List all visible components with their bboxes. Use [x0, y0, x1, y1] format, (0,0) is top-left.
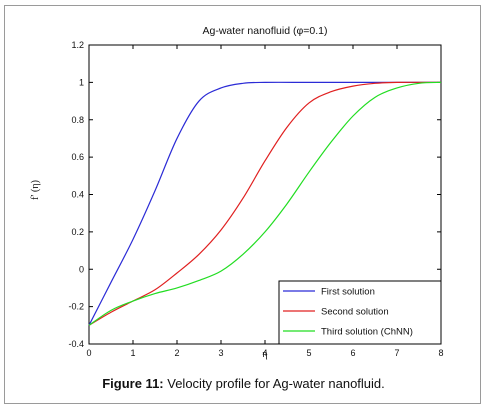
y-tick-label: -0.4	[68, 339, 84, 349]
x-tick-label: 5	[306, 348, 311, 358]
chart-title: Ag-water nanofluid (φ=0.1)	[202, 25, 327, 37]
y-tick-label: 1.2	[71, 40, 84, 50]
caption-label: Figure 11:	[102, 376, 164, 391]
legend-label: Third solution (ChNN)	[321, 327, 413, 338]
y-tick-label: 0	[79, 264, 84, 274]
x-tick-label: 4	[262, 348, 267, 358]
y-tick-label: 0.8	[71, 115, 84, 125]
x-tick-label: 3	[218, 348, 223, 358]
figure-caption: Figure 11: Velocity profile for Ag-water…	[0, 376, 487, 391]
x-tick-label: 6	[350, 348, 355, 358]
y-tick-label: 0.4	[71, 190, 84, 200]
x-tick-label: 7	[394, 348, 399, 358]
x-tick-label: 0	[86, 348, 91, 358]
x-tick-label: 2	[174, 348, 179, 358]
legend: First solution Second solution Third solut…	[278, 280, 442, 345]
series-line-1	[88, 81, 441, 326]
series-line-3	[88, 81, 442, 326]
caption-text: Velocity profile for Ag-water nanofluid.	[163, 376, 385, 391]
x-tick-label: 1	[130, 348, 135, 358]
series-line-2	[88, 81, 442, 326]
series-lines	[88, 81, 442, 326]
line-chart: Ag-water nanofluid (φ=0.1) 0 1 2 3 4 5 6 7 8 -0.4…	[30, 25, 444, 360]
legend-label: First solution	[321, 287, 375, 298]
legend-label: Second solution	[321, 307, 389, 318]
y-tick-label: 0.2	[71, 227, 84, 237]
y-tick-label: 0.6	[71, 152, 84, 162]
x-axis-label: η	[262, 349, 267, 360]
x-tick-label: 8	[438, 348, 443, 358]
y-tick-label: 1	[79, 77, 84, 87]
axis-ticks: 0 1 2 3 4 5 6 7 8 -0.4 -0.2 0 0.2 0.4 0.6 0.8 1 1.2	[68, 40, 443, 358]
y-axis-label: f′ (η)	[30, 180, 41, 200]
y-tick-label: -0.2	[68, 302, 84, 312]
